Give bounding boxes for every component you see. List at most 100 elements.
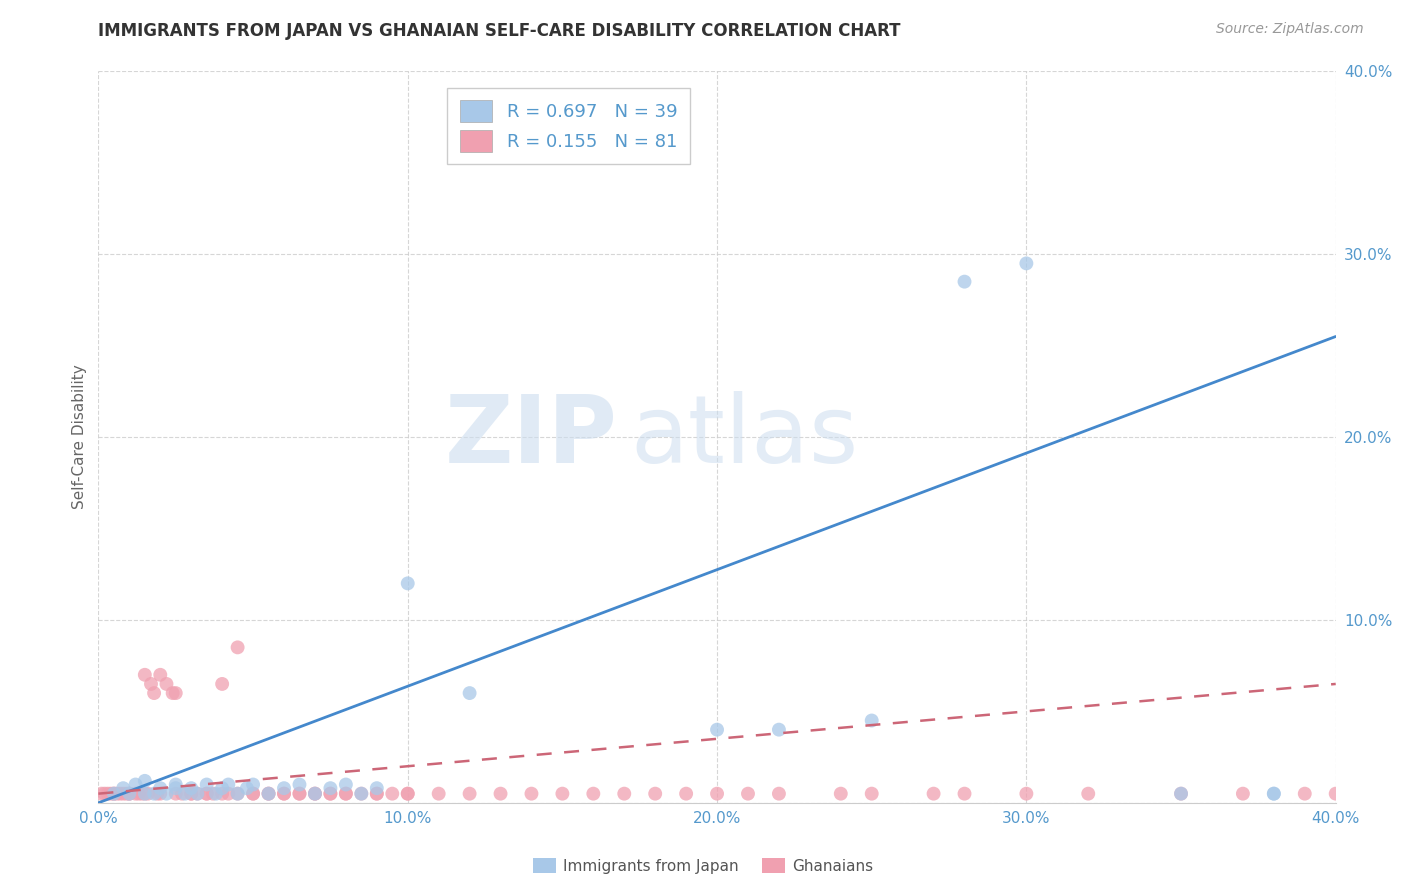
Point: [100, 787, 122, 801]
Point: [211, 787, 233, 801]
Point: [706, 723, 728, 737]
Point: [319, 787, 342, 801]
Point: [1263, 787, 1285, 801]
Point: [319, 787, 342, 801]
Point: [180, 787, 202, 801]
Point: [613, 787, 636, 801]
Point: [1015, 787, 1038, 801]
Point: [103, 787, 125, 801]
Point: [860, 787, 883, 801]
Legend: R = 0.697   N = 39, R = 0.155   N = 81: R = 0.697 N = 39, R = 0.155 N = 81: [447, 87, 690, 164]
Text: IMMIGRANTS FROM JAPAN VS GHANAIAN SELF-CARE DISABILITY CORRELATION CHART: IMMIGRANTS FROM JAPAN VS GHANAIAN SELF-C…: [98, 22, 901, 40]
Point: [304, 787, 326, 801]
Point: [195, 777, 218, 792]
Point: [427, 787, 450, 801]
Point: [134, 773, 156, 788]
Point: [118, 787, 141, 801]
Point: [155, 677, 177, 691]
Text: atlas: atlas: [630, 391, 859, 483]
Point: [195, 787, 218, 801]
Point: [112, 787, 135, 801]
Point: [128, 787, 150, 801]
Point: [242, 787, 264, 801]
Point: [134, 667, 156, 681]
Legend: Immigrants from Japan, Ghanaians: Immigrants from Japan, Ghanaians: [526, 852, 880, 880]
Point: [149, 787, 172, 801]
Point: [737, 787, 759, 801]
Point: [108, 787, 131, 801]
Point: [226, 640, 249, 655]
Point: [90, 787, 112, 801]
Point: [149, 667, 172, 681]
Point: [134, 787, 156, 801]
Point: [304, 787, 326, 801]
Point: [242, 777, 264, 792]
Point: [217, 777, 239, 792]
Point: [118, 787, 141, 801]
Point: [288, 787, 311, 801]
Point: [860, 714, 883, 728]
Point: [953, 787, 976, 801]
Point: [165, 777, 187, 792]
Point: [768, 723, 790, 737]
Point: [174, 787, 197, 801]
Point: [180, 787, 202, 801]
Point: [1294, 787, 1316, 801]
Point: [257, 787, 280, 801]
Point: [226, 787, 249, 801]
Point: [1170, 787, 1192, 801]
Point: [706, 787, 728, 801]
Point: [205, 787, 228, 801]
Point: [830, 787, 852, 801]
Point: [124, 787, 146, 801]
Point: [551, 787, 574, 801]
Point: [136, 787, 159, 801]
Point: [226, 787, 249, 801]
Point: [186, 787, 208, 801]
Text: Source: ZipAtlas.com: Source: ZipAtlas.com: [1216, 22, 1364, 37]
Point: [273, 787, 295, 801]
Point: [165, 787, 187, 801]
Point: [288, 777, 311, 792]
Point: [118, 787, 141, 801]
Point: [162, 686, 184, 700]
Point: [288, 787, 311, 801]
Point: [103, 787, 125, 801]
Point: [143, 787, 166, 801]
Point: [180, 781, 202, 796]
Point: [93, 787, 115, 801]
Point: [186, 787, 208, 801]
Point: [165, 686, 187, 700]
Point: [1232, 787, 1254, 801]
Point: [520, 787, 543, 801]
Point: [143, 686, 166, 700]
Point: [242, 787, 264, 801]
Point: [381, 787, 404, 801]
Point: [366, 787, 388, 801]
Point: [366, 781, 388, 796]
Point: [139, 677, 162, 691]
Point: [97, 787, 120, 801]
Point: [396, 576, 419, 591]
Point: [105, 787, 128, 801]
Point: [644, 787, 666, 801]
Point: [217, 787, 239, 801]
Point: [1324, 787, 1347, 801]
Point: [953, 275, 976, 289]
Point: [257, 787, 280, 801]
Point: [115, 787, 138, 801]
Point: [1263, 787, 1285, 801]
Point: [458, 686, 481, 700]
Point: [1170, 787, 1192, 801]
Point: [675, 787, 697, 801]
Y-axis label: Self-Care Disability: Self-Care Disability: [72, 365, 87, 509]
Point: [112, 781, 135, 796]
Point: [1015, 256, 1038, 270]
Point: [396, 787, 419, 801]
Point: [155, 787, 177, 801]
Point: [582, 787, 605, 801]
Point: [768, 787, 790, 801]
Point: [1077, 787, 1099, 801]
Point: [396, 787, 419, 801]
Point: [124, 777, 146, 792]
